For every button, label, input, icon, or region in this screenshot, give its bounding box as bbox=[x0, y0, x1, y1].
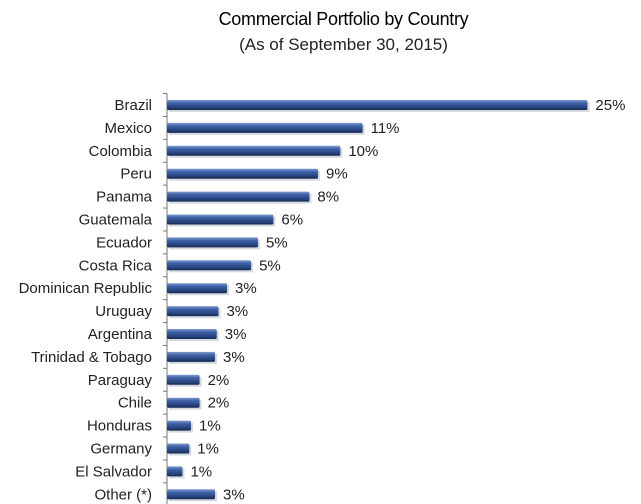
bar-argentina bbox=[167, 329, 217, 339]
bar-ecuador bbox=[167, 237, 258, 248]
value-label: 5% bbox=[259, 257, 281, 274]
category-label: El Salvador bbox=[75, 463, 152, 480]
value-label: 25% bbox=[595, 97, 625, 114]
bar-uruguay bbox=[167, 306, 219, 317]
value-label: 6% bbox=[281, 212, 303, 229]
bar-chile bbox=[167, 397, 200, 408]
bar-panama bbox=[167, 191, 310, 202]
chart-subtitle: (As of September 30, 2015) bbox=[239, 35, 448, 54]
value-label: 5% bbox=[266, 234, 288, 251]
category-label: Brazil bbox=[114, 97, 152, 114]
value-label: 10% bbox=[348, 143, 378, 160]
value-label: 3% bbox=[235, 280, 257, 297]
bar-honduras bbox=[167, 420, 192, 431]
bar-peru bbox=[167, 168, 319, 179]
value-label: 2% bbox=[208, 395, 230, 412]
category-label: Germany bbox=[90, 441, 152, 458]
category-label: Guatemala bbox=[79, 212, 153, 229]
category-label: Paraguay bbox=[88, 372, 153, 389]
value-label: 1% bbox=[199, 418, 221, 435]
bar-guatemala bbox=[167, 214, 274, 225]
value-label: 3% bbox=[225, 326, 247, 343]
value-label: 2% bbox=[208, 372, 230, 389]
chart-title: Commercial Portfolio by Country bbox=[218, 9, 469, 29]
category-label: Mexico bbox=[104, 120, 152, 137]
category-label: Trinidad & Tobago bbox=[31, 349, 152, 366]
value-label: 9% bbox=[326, 166, 348, 183]
bar-mexico bbox=[167, 122, 363, 133]
bar-el-salvador bbox=[167, 466, 183, 477]
bar-colombia bbox=[167, 145, 341, 156]
bar-dominican-republic bbox=[167, 283, 228, 294]
category-label: Panama bbox=[96, 189, 153, 206]
bar-brazil bbox=[167, 100, 588, 110]
category-label: Colombia bbox=[89, 143, 153, 160]
bar-trinidad-tobago bbox=[167, 351, 216, 362]
category-label: Ecuador bbox=[96, 234, 152, 251]
bar-costa-rica bbox=[167, 260, 252, 271]
category-label: Honduras bbox=[87, 418, 152, 435]
value-label: 8% bbox=[317, 189, 339, 206]
value-label: 3% bbox=[223, 486, 245, 503]
category-label: Dominican Republic bbox=[19, 280, 153, 297]
bar-paraguay bbox=[167, 374, 200, 385]
value-label: 11% bbox=[371, 120, 400, 137]
value-label: 3% bbox=[226, 303, 248, 320]
category-label: Other (*) bbox=[94, 486, 152, 503]
value-label: 3% bbox=[223, 349, 245, 366]
value-label: 1% bbox=[190, 463, 212, 480]
value-label: 1% bbox=[197, 441, 219, 458]
bar-other bbox=[167, 489, 216, 500]
category-label: Costa Rica bbox=[79, 257, 153, 274]
category-label: Argentina bbox=[88, 326, 153, 343]
category-label: Peru bbox=[120, 166, 152, 183]
category-label: Chile bbox=[118, 395, 152, 412]
bar-germany bbox=[167, 443, 190, 454]
category-label: Uruguay bbox=[95, 303, 152, 320]
